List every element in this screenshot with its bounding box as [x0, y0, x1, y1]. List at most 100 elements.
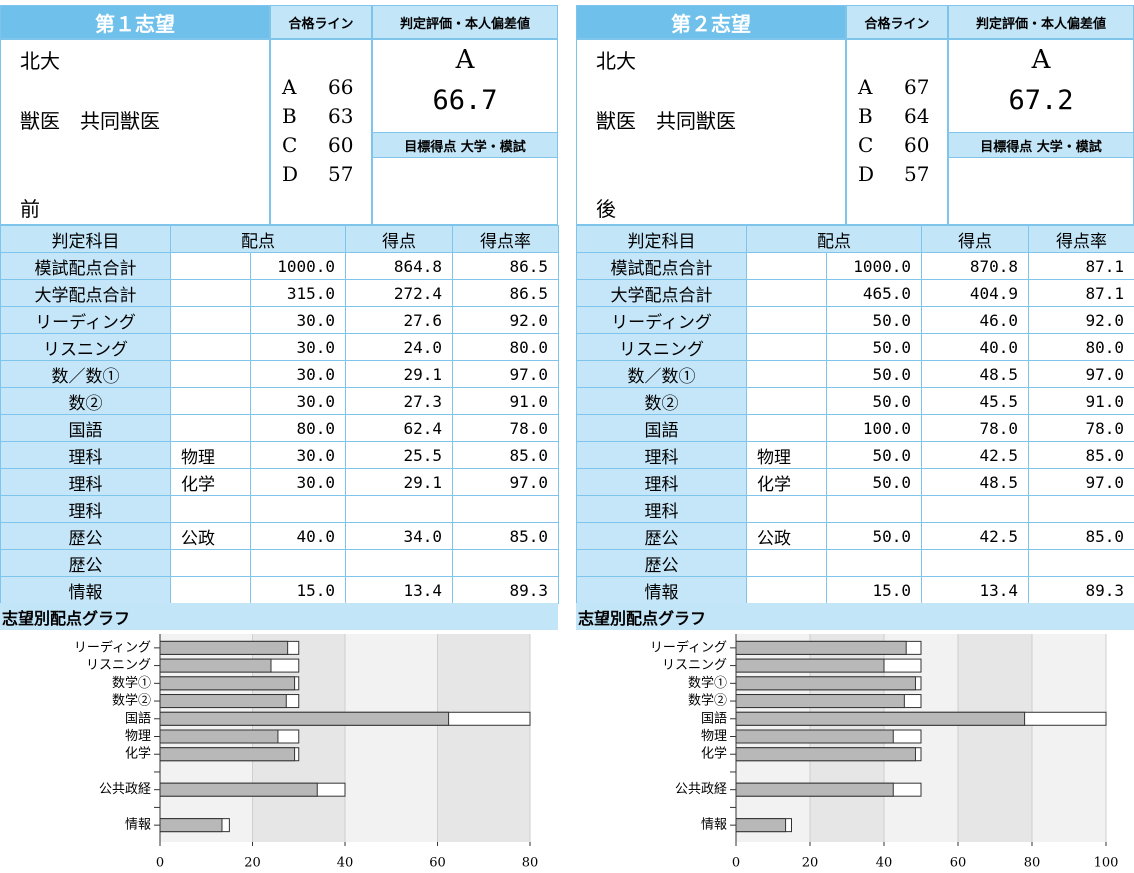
- cell: 89.3: [1028, 576, 1134, 604]
- cell: 50.0: [826, 360, 922, 388]
- cell: [746, 360, 827, 388]
- cell: 85.0: [1028, 522, 1134, 550]
- cell: 13.4: [921, 576, 1029, 604]
- cell: 89.3: [452, 576, 559, 604]
- cell: 315.0: [250, 279, 346, 307]
- cell: [746, 279, 827, 307]
- y-tick-label: 公共政経: [675, 782, 727, 797]
- cell: 50.0: [826, 387, 922, 415]
- cell: [452, 495, 559, 523]
- cell: 92.0: [1028, 306, 1134, 334]
- pass-box: [270, 39, 372, 225]
- row: 理科: [576, 495, 1134, 523]
- cell: 15.0: [250, 576, 346, 604]
- x-tick-label: 60: [950, 856, 967, 871]
- cell: 数／数①: [576, 360, 747, 388]
- pass-score: 63: [328, 104, 354, 128]
- cell: 公政: [746, 522, 827, 550]
- cell: [746, 306, 827, 334]
- row: リーディング 30.0 27.6 92.0: [0, 306, 559, 334]
- y-tick-label: 数学①: [112, 675, 151, 691]
- cell: 歴公: [0, 549, 171, 577]
- university: 北大: [596, 49, 636, 73]
- cell: リーディング: [0, 306, 171, 334]
- pass-score: 60: [904, 133, 930, 157]
- cell: [170, 387, 251, 415]
- pass-grade: B: [858, 104, 873, 128]
- row: 大学配点合計 465.0 404.9 87.1: [576, 279, 1134, 307]
- cell: 27.6: [345, 306, 453, 334]
- cell: [170, 279, 251, 307]
- cell: 50.0: [826, 306, 922, 334]
- x-tick-label: 60: [429, 856, 446, 871]
- cell: 数②: [576, 387, 747, 415]
- row: 国語 100.0 78.0 78.0: [576, 414, 1134, 442]
- cell: 30.0: [250, 441, 346, 469]
- column-header: 得点率: [452, 225, 559, 253]
- cell: 30.0: [250, 468, 346, 496]
- cell: 272.4: [345, 279, 453, 307]
- cell: 情報: [0, 576, 171, 604]
- cell: [921, 495, 1029, 523]
- cell: 理科: [0, 468, 171, 496]
- x-tick-label: 100: [1094, 856, 1119, 871]
- cell: [746, 333, 827, 361]
- cell: [250, 495, 346, 523]
- pass-line-header: 合格ライン: [846, 5, 948, 39]
- bar: [159, 711, 450, 726]
- y-tick-label: 数学②: [112, 693, 151, 709]
- cell: 50.0: [826, 333, 922, 361]
- university: 北大: [20, 49, 60, 73]
- x-tick-label: 40: [337, 856, 354, 871]
- pass-score: 57: [328, 162, 354, 186]
- bar: [159, 676, 296, 691]
- cell: 40.0: [921, 333, 1029, 361]
- bar: [159, 640, 289, 655]
- cell: 97.0: [452, 360, 559, 388]
- pass-line-header: 合格ライン: [270, 5, 372, 39]
- panel-title: 第２志望: [576, 5, 846, 39]
- cell: 50.0: [826, 468, 922, 496]
- panel: 第２志望 合格ライン 判定評価・本人偏差値 北大 獣医 共同獣医後 A 67 B 64 C 60 D 5…: [576, 5, 1134, 873]
- row: リスニング 50.0 40.0 80.0: [576, 333, 1134, 361]
- pass-grade: A: [282, 75, 297, 99]
- cell: 数②: [0, 387, 171, 415]
- pass-score: 57: [904, 162, 930, 186]
- cell: 理科: [0, 441, 171, 469]
- cell: 1000.0: [826, 252, 922, 280]
- cell: 理科: [0, 495, 171, 523]
- cell: 大学配点合計: [0, 279, 171, 307]
- cell: 数／数①: [0, 360, 171, 388]
- pass-grade: C: [282, 133, 298, 157]
- info-box: [576, 39, 846, 225]
- x-tick-label: 20: [802, 856, 819, 871]
- department: 獣医 共同獣医: [596, 109, 736, 133]
- chart-title: 志望別配点グラフ: [576, 603, 1134, 630]
- y-tick-label: 物理: [125, 729, 151, 744]
- row: リスニング 30.0 24.0 80.0: [0, 333, 559, 361]
- row: 理科 物理 30.0 25.5 85.0: [0, 441, 559, 469]
- cell: 48.5: [921, 360, 1029, 388]
- cell: [746, 576, 827, 604]
- bar: [159, 747, 296, 762]
- x-tick-label: 40: [876, 856, 893, 871]
- column-header: 得点: [921, 225, 1029, 253]
- info-box: [0, 39, 270, 225]
- cell: 78.0: [452, 414, 559, 442]
- cell: リスニング: [576, 333, 747, 361]
- cell: 78.0: [921, 414, 1029, 442]
- cell: 15.0: [826, 576, 922, 604]
- cell: 30.0: [250, 333, 346, 361]
- bar: [735, 640, 907, 655]
- pass-grade: B: [282, 104, 297, 128]
- cell: 80.0: [1028, 333, 1134, 361]
- cell: 48.5: [921, 468, 1029, 496]
- y-tick-label: 物理: [701, 729, 727, 744]
- panel-title: 第１志望: [0, 5, 270, 39]
- judge-header: 判定評価・本人偏差値: [948, 5, 1134, 39]
- cell: [746, 495, 827, 523]
- cell: [250, 549, 346, 577]
- cell: 理科: [576, 495, 747, 523]
- cell: 46.0: [921, 306, 1029, 334]
